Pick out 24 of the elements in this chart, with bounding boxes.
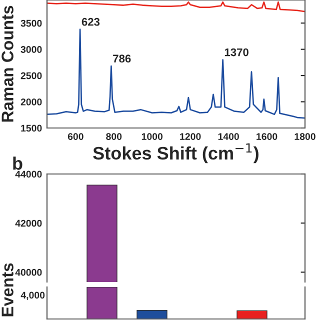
x-tick-label: 1200 — [180, 133, 201, 140]
x-axis-title: Stokes Shift (cm$^{−1}$) — [93, 143, 258, 164]
x-tick-label: 1400 — [218, 133, 239, 140]
x-tick-label: 600 — [68, 133, 84, 140]
y-tick-label: 44000 — [15, 170, 42, 178]
y-axis-title: Raman Counts — [2, 6, 14, 122]
y-tick-label: 3000 — [20, 46, 42, 53]
text: 4,000 — [20, 292, 45, 300]
y-tick-label: 42000 — [15, 220, 42, 227]
y-tick-label: 3500 — [20, 20, 42, 27]
y-axis-title: Events — [2, 263, 14, 316]
x-tick-label: 1600 — [256, 133, 278, 140]
y-tick-label: 40000 — [15, 268, 42, 276]
y-tick-label: 2000 — [20, 98, 42, 106]
x-tick-label: 800 — [106, 133, 122, 140]
annotation: 623 — [82, 18, 100, 26]
y-tick-label: 1500 — [21, 124, 42, 132]
text: b — [13, 156, 22, 170]
x-tick-label: 1000 — [142, 133, 163, 140]
annotation: 1370 — [224, 48, 248, 56]
annotation: 786 — [113, 54, 131, 63]
line-series — [47, 28, 305, 119]
x-tick-label: 1800 — [294, 133, 316, 140]
y-tick-label: 2500 — [20, 72, 42, 80]
